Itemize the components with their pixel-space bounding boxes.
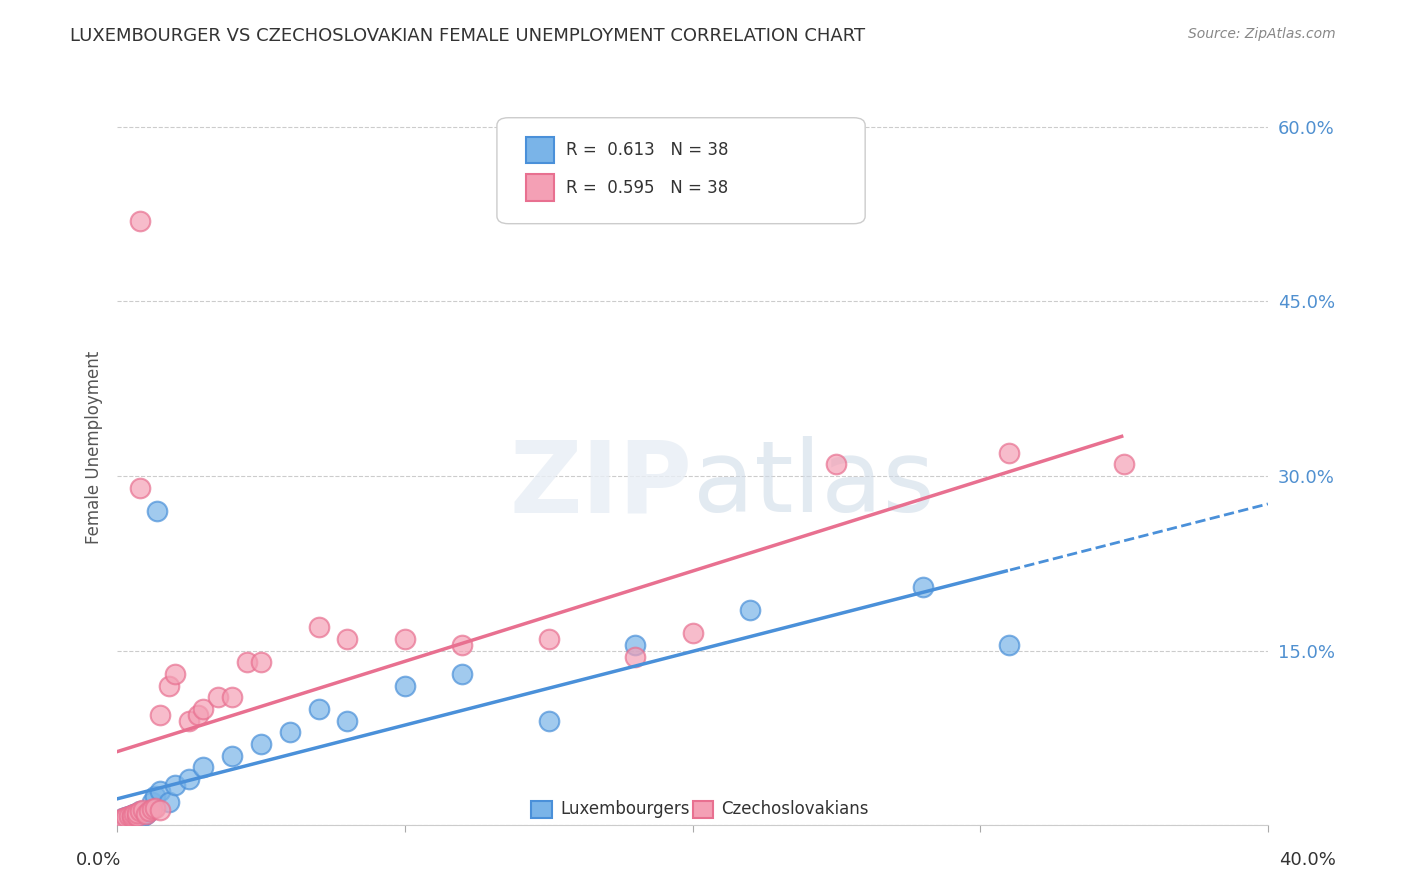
Point	[157, 795, 180, 809]
Point	[114, 810, 136, 824]
Text: ZIP: ZIP	[510, 436, 693, 533]
Point	[135, 806, 157, 821]
Point	[250, 656, 273, 670]
Bar	[693, 801, 713, 818]
Point	[129, 481, 152, 495]
Point	[141, 802, 163, 816]
Point	[146, 504, 169, 518]
Point	[163, 778, 186, 792]
Point	[825, 458, 848, 472]
Point	[221, 690, 243, 705]
Text: R =  0.613   N = 38: R = 0.613 N = 38	[567, 141, 728, 160]
Point	[278, 725, 301, 739]
Point	[221, 748, 243, 763]
Point	[141, 795, 163, 809]
Point	[998, 446, 1021, 460]
Point	[124, 809, 146, 823]
Point	[118, 809, 141, 823]
Text: 0.0%: 0.0%	[76, 851, 121, 869]
Text: 40.0%: 40.0%	[1279, 851, 1336, 869]
Text: atlas: atlas	[693, 436, 934, 533]
Point	[124, 806, 146, 821]
Point	[108, 813, 131, 827]
Text: R =  0.595   N = 38: R = 0.595 N = 38	[567, 179, 728, 197]
Point	[193, 760, 215, 774]
Point	[911, 580, 934, 594]
Point	[121, 810, 143, 824]
Point	[336, 632, 359, 647]
Point	[111, 814, 134, 828]
Point	[111, 812, 134, 826]
Point	[143, 801, 166, 815]
Point	[121, 810, 143, 824]
Point	[163, 667, 186, 681]
Point	[127, 805, 149, 820]
Bar	[531, 801, 553, 818]
Point	[135, 806, 157, 821]
Point	[157, 679, 180, 693]
Point	[127, 808, 149, 822]
Point	[451, 638, 474, 652]
Point	[451, 667, 474, 681]
Point	[1112, 458, 1135, 472]
Point	[138, 805, 160, 819]
Point	[129, 806, 152, 821]
Point	[998, 638, 1021, 652]
Point	[624, 638, 647, 652]
Point	[121, 808, 143, 822]
Point	[111, 812, 134, 826]
Point	[193, 702, 215, 716]
Point	[118, 809, 141, 823]
Point	[129, 214, 152, 228]
Text: Luxembourgers: Luxembourgers	[560, 800, 690, 818]
Point	[308, 702, 330, 716]
Point	[738, 603, 761, 617]
Point	[114, 810, 136, 824]
Point	[149, 783, 172, 797]
Point	[129, 805, 152, 819]
Text: LUXEMBOURGER VS CZECHOSLOVAKIAN FEMALE UNEMPLOYMENT CORRELATION CHART: LUXEMBOURGER VS CZECHOSLOVAKIAN FEMALE U…	[70, 27, 866, 45]
Point	[394, 679, 416, 693]
Point	[187, 707, 209, 722]
Bar	[526, 175, 554, 201]
Point	[250, 737, 273, 751]
Point	[394, 632, 416, 647]
Point	[624, 649, 647, 664]
Point	[127, 809, 149, 823]
Point	[132, 809, 155, 823]
Point	[124, 806, 146, 821]
Point	[149, 803, 172, 817]
Point	[149, 707, 172, 722]
Point	[143, 789, 166, 804]
FancyBboxPatch shape	[496, 118, 865, 224]
Point	[132, 803, 155, 817]
Bar	[526, 136, 554, 163]
Y-axis label: Female Unemployment: Female Unemployment	[86, 351, 103, 543]
Point	[207, 690, 229, 705]
Point	[537, 632, 560, 647]
Point	[235, 656, 257, 670]
Point	[121, 808, 143, 822]
Point	[179, 772, 201, 786]
Point	[138, 805, 160, 819]
Point	[108, 813, 131, 827]
Point	[129, 805, 152, 819]
Point	[114, 813, 136, 827]
Text: Source: ZipAtlas.com: Source: ZipAtlas.com	[1188, 27, 1336, 41]
Point	[537, 714, 560, 728]
Point	[179, 714, 201, 728]
Point	[308, 620, 330, 634]
Point	[118, 812, 141, 826]
Point	[127, 805, 149, 820]
Point	[682, 626, 704, 640]
Text: Czechoslovakians: Czechoslovakians	[721, 800, 869, 818]
Point	[336, 714, 359, 728]
